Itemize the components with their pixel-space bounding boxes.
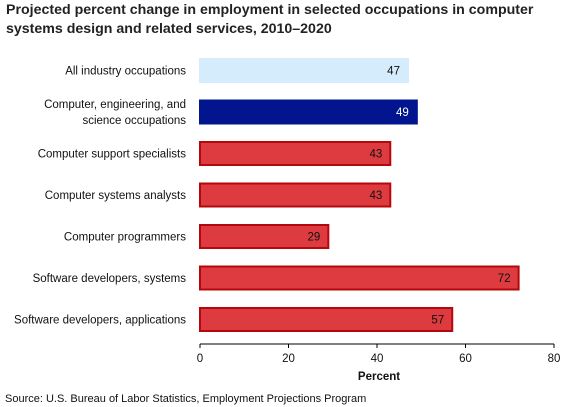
x-tick-label: 60: [459, 353, 472, 365]
category-label: Computer programmers: [64, 232, 186, 244]
source-note: Source: U.S. Bureau of Labor Statistics,…: [5, 393, 367, 405]
bar-value-label: 57: [431, 315, 444, 327]
x-ticks: 0 20 40 60 80: [197, 344, 561, 365]
category-label: Software developers, systems: [33, 273, 187, 285]
bar: [199, 141, 392, 166]
bar: [199, 265, 520, 291]
x-tick-label: 20: [282, 353, 295, 365]
category-label: Computer support specialists: [38, 149, 187, 161]
bar-value-label: 47: [387, 66, 400, 78]
bar: [199, 307, 454, 332]
chart-title: Projected percent change in employment i…: [6, 2, 534, 37]
category-label: Software developers, applications: [14, 315, 186, 327]
bar: [199, 224, 330, 249]
bar: [199, 99, 418, 125]
bar: [199, 58, 409, 83]
bars-layer: 47 All industry occupations 49 Computer, en…: [14, 58, 520, 332]
category-label: Computer, engineering, and science occupa…: [44, 99, 186, 127]
category-label: Computer systems analysts: [45, 190, 186, 202]
x-tick-label: 0: [197, 353, 203, 365]
bar-value-label: 72: [498, 273, 511, 285]
x-tick-label: 80: [548, 353, 561, 365]
x-axis-label: Percent: [358, 371, 400, 383]
bar: [199, 182, 392, 208]
bar-value-label: 43: [369, 190, 382, 202]
x-tick-label: 40: [371, 353, 384, 365]
bar-value-label: 43: [369, 149, 382, 161]
category-label: All industry occupations: [65, 66, 186, 78]
bar-value-label: 29: [308, 232, 321, 244]
bar-value-label: 49: [396, 107, 409, 119]
